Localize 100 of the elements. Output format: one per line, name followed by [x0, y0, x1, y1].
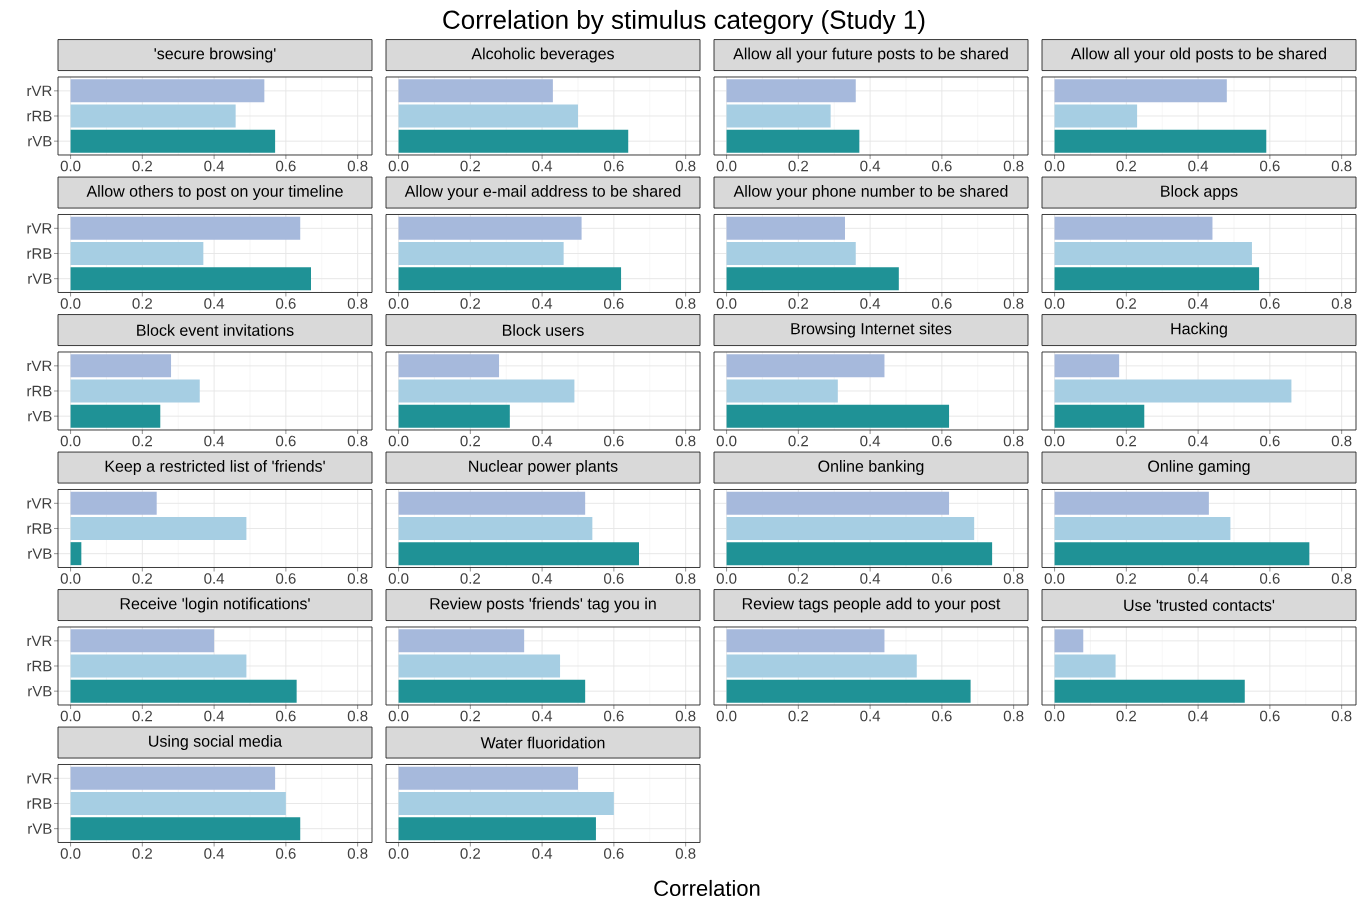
x-tick-label: 0.2: [460, 848, 481, 859]
bar: [1054, 679, 1245, 703]
x-tick-label: 0.0: [60, 435, 81, 447]
y-tick-label: rVB: [28, 136, 52, 147]
x-tick-label: 0.0: [716, 160, 737, 172]
bar: [726, 404, 950, 428]
x-tick-label: 0.6: [276, 710, 296, 722]
x-tick-label: 0.4: [204, 298, 225, 309]
bar: [1054, 542, 1310, 566]
x-tick-label: 0.8: [1331, 298, 1352, 309]
x-tick-label: 0.8: [675, 160, 696, 172]
x-tick-label: 0.0: [1044, 435, 1065, 447]
chart-title: Block apps: [1161, 185, 1238, 201]
bar: [398, 542, 639, 566]
bar: [70, 104, 236, 128]
bar: [1054, 517, 1231, 540]
bar: [70, 267, 311, 291]
bar: [398, 766, 578, 790]
x-tick-label: 0.6: [1260, 298, 1280, 309]
chart-title: Alcoholic beverages: [471, 47, 614, 63]
bar: [70, 766, 276, 790]
x-tick-label: 0.6: [1260, 573, 1280, 584]
x-tick-label: 0.4: [860, 573, 881, 584]
chart-title: Keep a restricted list of 'friends': [105, 460, 325, 476]
x-tick-label: 0.0: [388, 435, 409, 447]
x-tick-label: 0.8: [347, 710, 368, 722]
x-tick-label: 0.0: [60, 573, 81, 584]
y-tick-label: rRB: [27, 523, 52, 534]
y-tick-label: rRB: [27, 248, 52, 259]
chart-title: Block event invitations: [137, 324, 294, 336]
bar: [726, 629, 885, 653]
x-tick-label: 0.0: [1044, 298, 1065, 309]
x-tick-label: 0.4: [532, 848, 553, 859]
y-tick-label: rRB: [27, 110, 52, 122]
bar: [70, 542, 82, 566]
bar: [726, 679, 971, 703]
bar: [70, 491, 157, 515]
x-tick-label: 0.6: [276, 298, 296, 309]
bar: [1054, 79, 1227, 103]
bar: [1054, 129, 1267, 153]
x-tick-label: 0.4: [1188, 710, 1209, 722]
bar: [726, 216, 845, 240]
y-tick-label: rRB: [27, 385, 52, 397]
x-tick-label: 0.8: [347, 160, 368, 172]
chart-title: Receive 'login notifications': [120, 597, 310, 613]
bar: [1054, 379, 1292, 403]
y-tick-label: rVR: [27, 360, 52, 371]
bar: [1054, 354, 1120, 378]
x-tick-label: 0.2: [132, 160, 153, 172]
bar: [1054, 629, 1084, 653]
y-tick-label: rRB: [27, 798, 52, 809]
x-tick-label: 0.8: [1331, 573, 1352, 584]
bar: [398, 354, 500, 378]
x-tick-label: 0.6: [1260, 710, 1280, 722]
x-tick-label: 0.8: [1003, 573, 1024, 584]
x-tick-label: 0.4: [204, 573, 225, 584]
y-tick-label: rRB: [27, 660, 52, 672]
bar: [398, 242, 564, 265]
bar: [726, 129, 860, 153]
x-tick-label: 0.4: [1188, 298, 1209, 309]
chart-title: 'secure browsing': [154, 47, 276, 63]
y-tick-label: rVB: [28, 548, 52, 559]
x-tick-label: 0.4: [532, 298, 553, 309]
chart-title: Allow your phone number to be shared: [733, 185, 1008, 201]
bar: [726, 79, 856, 103]
text: Correlation by stimulus category (Study 1): [443, 9, 925, 35]
bar: [70, 629, 215, 653]
chart-title: Water fluoridation: [480, 736, 605, 749]
chart-title: Allow all your future posts to be shared: [733, 47, 1008, 63]
x-tick-label: 0.4: [1188, 435, 1209, 447]
bar: [1054, 404, 1145, 428]
chart-title: Review posts 'friends' tag you in: [430, 597, 656, 613]
bar: [398, 817, 596, 841]
x-tick-label: 0.0: [60, 848, 81, 859]
x-tick-label: 0.2: [132, 710, 153, 722]
x-tick-label: 0.4: [204, 710, 225, 722]
bar: [1054, 242, 1252, 265]
x-tick-label: 0.6: [932, 435, 952, 447]
x-tick-label: 0.6: [932, 573, 952, 584]
x-tick-label: 0.6: [932, 160, 952, 172]
y-tick-label: rVB: [28, 411, 52, 422]
x-tick-label: 0.2: [788, 573, 809, 584]
chart-title: Hacking: [1171, 322, 1227, 338]
chart-title: Online gaming: [1148, 460, 1250, 476]
x-tick-label: 0.4: [204, 848, 225, 859]
x-tick-label: 0.4: [1188, 573, 1209, 584]
x-tick-label: 0.4: [1188, 160, 1209, 172]
x-tick-label: 0.0: [60, 160, 81, 172]
x-tick-label: 0.2: [788, 160, 809, 172]
bar: [70, 129, 276, 153]
x-tick-label: 0.4: [204, 435, 225, 447]
chart-title: Allow your e-mail address to be shared: [404, 185, 681, 201]
x-tick-label: 0.2: [460, 298, 481, 309]
x-tick-label: 0.0: [716, 710, 737, 722]
x-tick-label: 0.2: [1116, 298, 1137, 309]
x-tick-label: 0.6: [604, 573, 624, 584]
x-tick-label: 0.8: [675, 848, 696, 859]
bar: [398, 79, 553, 103]
x-tick-label: 0.4: [860, 435, 881, 447]
y-tick-label: rVB: [28, 273, 52, 284]
